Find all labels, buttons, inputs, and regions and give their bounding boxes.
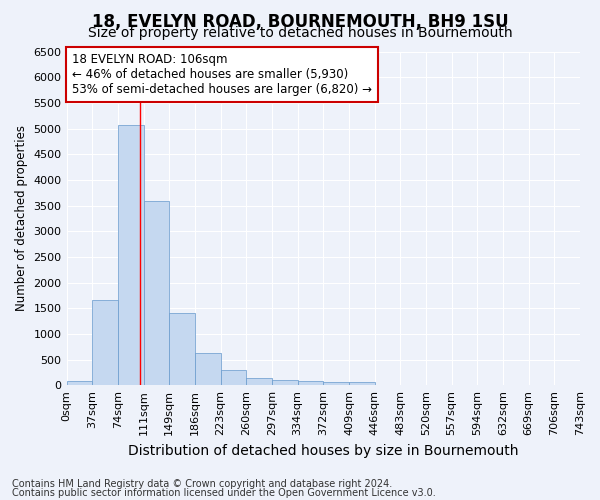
Y-axis label: Number of detached properties: Number of detached properties bbox=[15, 126, 28, 312]
Bar bbox=[169, 314, 195, 385]
Bar bbox=[323, 382, 349, 385]
Bar bbox=[272, 380, 298, 385]
Bar bbox=[221, 370, 246, 385]
Bar bbox=[246, 378, 272, 385]
Text: Contains public sector information licensed under the Open Government Licence v3: Contains public sector information licen… bbox=[12, 488, 436, 498]
X-axis label: Distribution of detached houses by size in Bournemouth: Distribution of detached houses by size … bbox=[128, 444, 518, 458]
Text: Size of property relative to detached houses in Bournemouth: Size of property relative to detached ho… bbox=[88, 26, 512, 40]
Bar bbox=[195, 354, 221, 385]
Bar bbox=[143, 202, 169, 385]
Bar bbox=[349, 382, 374, 385]
Bar bbox=[118, 126, 143, 385]
Text: Contains HM Land Registry data © Crown copyright and database right 2024.: Contains HM Land Registry data © Crown c… bbox=[12, 479, 392, 489]
Bar bbox=[92, 300, 118, 385]
Bar bbox=[298, 382, 323, 385]
Bar bbox=[67, 382, 92, 385]
Text: 18 EVELYN ROAD: 106sqm
← 46% of detached houses are smaller (5,930)
53% of semi-: 18 EVELYN ROAD: 106sqm ← 46% of detached… bbox=[71, 53, 371, 96]
Text: 18, EVELYN ROAD, BOURNEMOUTH, BH9 1SU: 18, EVELYN ROAD, BOURNEMOUTH, BH9 1SU bbox=[92, 12, 508, 30]
